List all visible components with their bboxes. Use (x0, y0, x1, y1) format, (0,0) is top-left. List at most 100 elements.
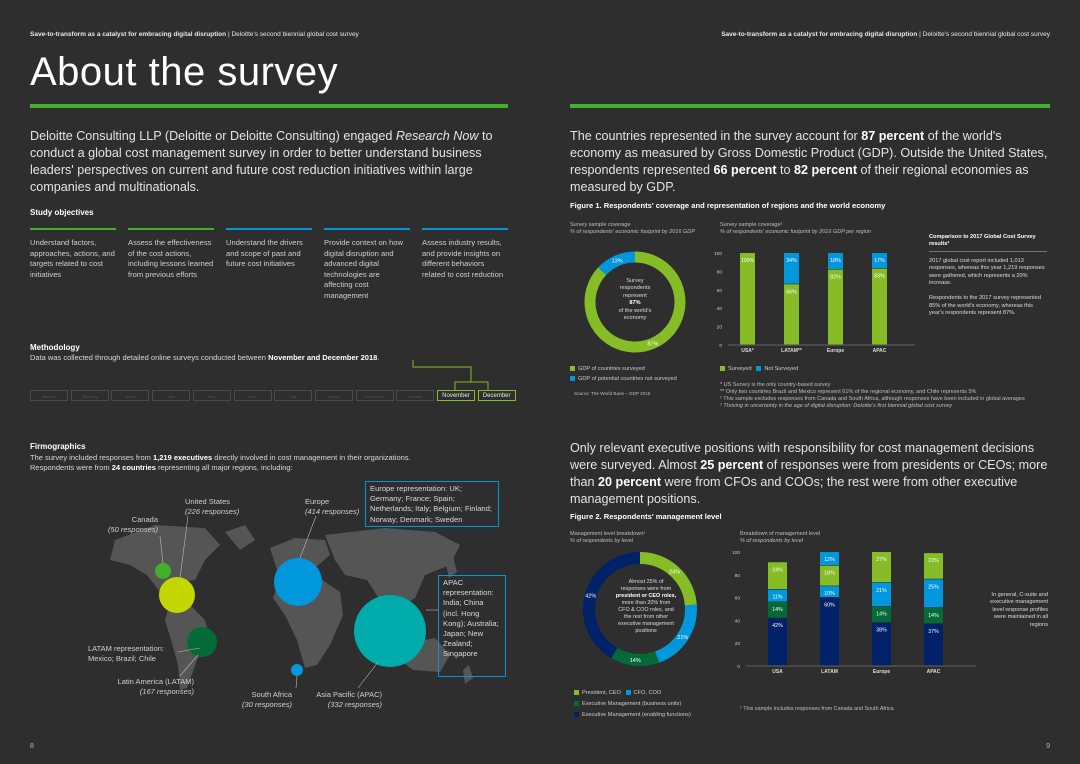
y-tick-label: 100 (714, 251, 722, 257)
fig2-bars-caption-1: Breakdown of management level (740, 531, 821, 537)
methodology-text: Data was collected through detailed onli… (30, 353, 510, 364)
x-tick-label: LATAM** (781, 348, 802, 354)
firm-l1a: The survey included responses from (30, 453, 153, 462)
rl2-c: of responses were from presidents or CEO… (570, 458, 1048, 489)
fig1-center-2: represent (623, 292, 647, 299)
bar-value-label: 10% (824, 591, 835, 597)
y-tick-label: 0 (719, 343, 722, 349)
firmographics-heading: Firmographics (30, 442, 86, 451)
objective-text: Provide context on how digital disruptio… (324, 238, 403, 300)
bar-segment-usa-2 (768, 602, 787, 618)
fig2-legend-0: President, CEO (582, 690, 621, 696)
fig2-center-3: more than 20% from (621, 600, 671, 606)
running-header-right: Save-to-transform as a catalyst for embr… (721, 31, 1050, 38)
bar-segment-europe-4 (872, 552, 891, 583)
rl-a: The countries represented in the survey … (570, 129, 862, 143)
timeline-month-12: December (477, 390, 516, 401)
header-bold-r: Save-to-transform as a catalyst for embr… (721, 31, 918, 38)
timeline-month-9: September (355, 390, 394, 401)
page-number-left: 8 (30, 743, 34, 750)
fig1-legend-bars: Surveyed Not Surveyed (720, 366, 798, 372)
header-sep-r: | (919, 31, 921, 38)
bar-segment-europe-1 (828, 269, 843, 345)
rl2-e: were from CFOs and COOs; the rest were f… (570, 475, 1018, 506)
fig1-note-2: ** Only two countries Brazil and Mexico … (720, 389, 977, 395)
management-paragraph: Only relevant executive positions with r… (570, 440, 1055, 508)
fig1-center-0: Survey (626, 278, 644, 284)
objective-rule (226, 228, 312, 230)
bar-value-label: 66% (786, 289, 797, 295)
fig1-legend-gdp2: GDP of potential countries not surveyed (578, 376, 677, 382)
rl2-b: 25 percent (700, 458, 764, 472)
bar-segment-usa-3 (768, 589, 787, 602)
fig2-donut-center: Almost 25% of responses were from presid… (612, 579, 680, 635)
rl-c: of the world's economy as measured by Gr… (570, 129, 1048, 177)
us-name: United States (185, 497, 231, 506)
page-title: About the survey (30, 50, 339, 94)
legend-swatch-blue (570, 376, 575, 382)
legend-swatch-not-surveyed (756, 366, 762, 372)
timeline-month-7: July (274, 390, 313, 401)
rl-g: of their regional economies as measured … (570, 163, 1029, 194)
donut-slice-2 (598, 251, 636, 276)
fig1-legend-surveyed: Surveyed (728, 366, 752, 372)
fig2-bars-caption-2: % of respondents by level (740, 538, 803, 544)
bar-value-label: 83% (874, 274, 885, 280)
fig2-bars-caption: Breakdown of management level% of respon… (740, 531, 940, 545)
bar-segment-usa-4 (768, 562, 787, 590)
bar-segment-latam-1 (820, 597, 839, 666)
timeline-month-8: August (314, 390, 353, 401)
map-label-united-states: United States (226 responses) (185, 497, 239, 516)
bar-value-label: 18% (830, 258, 841, 264)
south-africa-name: South Africa (251, 690, 292, 699)
objective-text: Assess industry results, and provide ins… (422, 238, 504, 279)
bar-value-label: 17% (874, 258, 885, 264)
firm-l2a: Respondents were from (30, 463, 112, 472)
title-rule-right (570, 104, 1050, 108)
timeline-month-5: May (192, 390, 231, 401)
timeline-month-3: March (111, 390, 150, 401)
y-tick-label: 40 (717, 306, 723, 312)
bar-value-label: 11% (773, 595, 783, 601)
fig1-center-1: respondents (619, 285, 651, 292)
x-tick-label: APAC (873, 348, 887, 354)
fig1-bars-caption-2: % of respondents' economic footprint by … (720, 229, 871, 235)
map-label-south-africa: South Africa (30 responses) (242, 690, 292, 709)
bar-value-label: 18% (824, 571, 835, 577)
fig2-footnote: ¹ This sample includes responses from Ca… (740, 706, 894, 712)
apac-representation-box: APAC representation: India; China (incl.… (438, 575, 506, 677)
bar-segment-latam-2 (784, 253, 799, 284)
fig1-donut-chart: 87% 13% (584, 251, 686, 353)
comparison-title-wrap: Comparison to 2017 Global Cost Survey re… (929, 234, 1047, 252)
map-label-apac: Asia Pacific (APAC) (332 responses) (310, 690, 382, 709)
header-sep: | (227, 31, 230, 38)
methodology-dates: November and December 2018 (268, 353, 378, 362)
left-page: Save-to-transform as a catalyst for embr… (30, 31, 516, 750)
y-tick-label: 80 (735, 573, 741, 579)
fig2-center-1: responses were from (620, 586, 672, 592)
objective-5: Assess industry results, and provide ins… (422, 228, 508, 280)
bar-segment-apac-1 (924, 623, 943, 666)
fig1-center-3: 87% (629, 300, 641, 307)
bar-value-label: 38% (876, 628, 887, 634)
fig1-note-3: ¹ This sample excludes responses from Ca… (720, 396, 1025, 402)
rl2-a: Only relevant executive positions with r… (570, 441, 1035, 472)
comparison-text-1: 2017 global cost report included 1,013 r… (929, 257, 1045, 287)
map-label-canada: Canada (50 responses) (103, 515, 158, 534)
firm-l2b: 24 countries (111, 463, 156, 472)
fig2-side-note: In general, C-suite and executive manage… (990, 592, 1048, 628)
study-objectives-heading: Study objectives (30, 208, 94, 217)
fig2-legend-3: Executive Management (enabling functions… (582, 712, 691, 718)
legend-swatch-ceo (574, 690, 579, 696)
fig2-donut-caption-2: % of respondents by level (570, 538, 633, 544)
legend-swatch-business-units (574, 701, 579, 707)
fig1-legend-gdp1: GDP of countries surveyed (578, 366, 645, 372)
fig1-donut-caption-1: Survey sample coverage (570, 222, 631, 228)
y-tick-label: 60 (717, 288, 723, 294)
figure1-title: Figure 1. Respondents' coverage and repr… (570, 201, 886, 210)
timeline-month-2: February (70, 390, 109, 401)
apac-circle (354, 595, 426, 667)
fig1-bars-caption: Survey sample coverage¹% of respondents'… (720, 222, 920, 236)
header-bold: Save-to-transform as a catalyst for embr… (30, 31, 227, 38)
y-tick-label: 100 (732, 550, 740, 556)
